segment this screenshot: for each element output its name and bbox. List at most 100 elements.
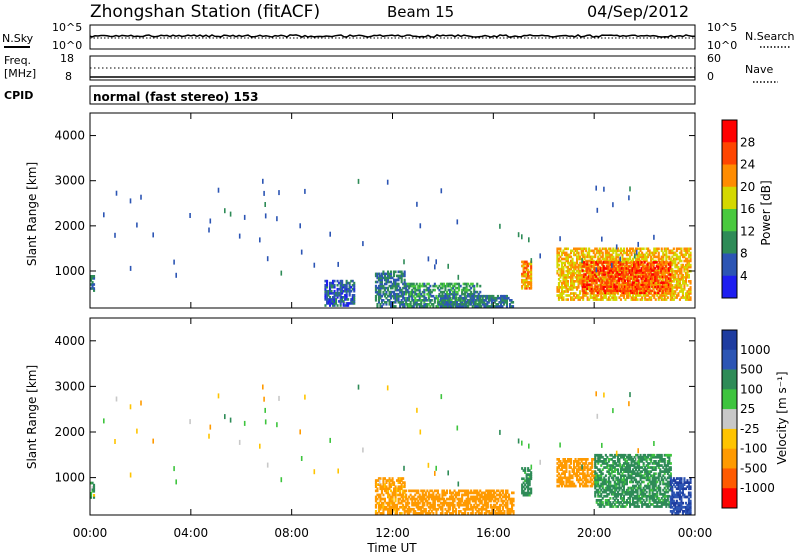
range-gate-cell — [382, 510, 385, 513]
range-gate-cell — [632, 472, 635, 476]
range-gate-cell — [483, 299, 486, 302]
range-gate-cell — [638, 497, 641, 500]
range-gate-cell — [411, 499, 414, 503]
range-gate-cell — [609, 255, 612, 259]
range-gate-cell — [658, 263, 661, 266]
range-gate-cell — [462, 282, 465, 286]
range-gate-cell — [645, 247, 648, 251]
range-gate-cell — [592, 289, 595, 293]
range-gate-cell — [672, 290, 675, 293]
scatter-region-0 — [90, 481, 96, 499]
range-gate-cell — [617, 265, 620, 268]
range-gate-cell — [616, 455, 619, 459]
range-gate-cell — [449, 290, 452, 294]
range-gate-cell — [638, 253, 641, 257]
range-gate-cell — [645, 484, 648, 488]
range-gate-cell — [409, 301, 412, 304]
range-gate-cell — [397, 274, 400, 278]
range-gate-cell — [393, 501, 396, 505]
range-gate-cell — [588, 480, 591, 484]
range-gate-cell — [528, 491, 531, 495]
range-gate-cell — [610, 281, 613, 284]
range-gate-cell — [466, 301, 469, 304]
range-gate-cell — [397, 276, 400, 280]
range-gate-cell — [646, 275, 649, 278]
range-gate-cell — [680, 284, 683, 287]
range-gate-cell — [462, 305, 465, 308]
range-gate-cell — [427, 296, 430, 300]
range-gate-cell — [388, 481, 391, 484]
range-gate-cell — [568, 261, 571, 265]
range-gate-cell — [630, 492, 633, 496]
range-gate-cell — [604, 281, 607, 284]
range-gate-cell — [681, 276, 684, 279]
range-gate-cell — [559, 271, 562, 275]
range-gate-cell — [633, 484, 636, 488]
range-gate-cell — [409, 282, 412, 286]
range-gate-cell — [639, 497, 642, 500]
range-gate-cell — [645, 292, 648, 295]
range-gate-cell — [467, 282, 470, 286]
range-gate-cell — [604, 249, 607, 253]
range-gate-cell — [530, 489, 533, 493]
range-gate-cell — [601, 497, 604, 500]
range-gate-cell — [589, 294, 592, 297]
range-gate-cell — [423, 510, 426, 513]
range-gate-cell — [562, 482, 565, 486]
range-gate-cell — [379, 290, 382, 294]
range-gate-cell — [665, 255, 668, 259]
range-gate-cell — [616, 460, 619, 463]
range-gate-cell — [684, 271, 687, 275]
range-gate-cell — [629, 458, 632, 461]
range-gate-cell — [347, 287, 350, 291]
range-gate-cell — [379, 477, 382, 480]
range-gate-cell — [424, 284, 427, 288]
range-gate-cell — [424, 507, 427, 511]
range-gate-cell — [433, 288, 436, 292]
range-gate-cell — [333, 294, 336, 297]
range-gate-cell — [91, 481, 94, 485]
range-gate-cell — [485, 507, 488, 511]
range-gate-cell — [374, 505, 377, 509]
range-gate-cell — [412, 301, 415, 304]
range-gate-cell — [445, 292, 448, 296]
range-gate-cell — [680, 269, 683, 273]
range-gate-cell — [577, 253, 580, 257]
range-gate-cell — [623, 279, 626, 282]
range-gate-cell — [93, 489, 96, 493]
range-gate-cell — [627, 490, 630, 494]
range-gate-cell — [441, 495, 444, 499]
range-gate-cell — [472, 296, 475, 300]
range-gate-cell — [480, 493, 483, 497]
range-gate-cell — [394, 286, 397, 290]
range-gate-cell — [646, 269, 649, 272]
range-gate-cell — [566, 255, 569, 259]
range-gate-cell — [427, 290, 430, 294]
range-gate-cell — [435, 284, 438, 288]
range-gate-cell — [499, 305, 502, 308]
range-gate-cell — [467, 501, 470, 505]
range-gate-cell — [612, 501, 615, 504]
range-gate-cell — [347, 281, 350, 285]
range-gate-cell — [418, 296, 421, 300]
range-gate-cell — [600, 476, 603, 480]
range-gate-cell — [560, 257, 563, 261]
range-gate-cell — [687, 296, 690, 299]
range-gate-cell — [421, 503, 424, 507]
range-gate-cell — [563, 273, 566, 277]
range-gate-cell — [418, 512, 421, 515]
range-gate-cell — [418, 288, 421, 292]
range-gate-cell — [488, 497, 491, 501]
range-gate-cell — [438, 493, 441, 497]
range-gate-cell — [335, 294, 338, 297]
range-gate-cell — [595, 249, 598, 253]
range-gate-cell — [590, 277, 593, 280]
range-gate-cell — [671, 263, 674, 267]
range-gate-cell — [482, 505, 485, 509]
range-gate-cell — [522, 274, 525, 278]
range-gate-cell — [480, 491, 483, 495]
range-gate-cell — [582, 255, 585, 259]
range-gate-cell — [420, 510, 423, 513]
range-gate-cell — [556, 462, 559, 465]
range-gate-cell — [616, 505, 619, 508]
